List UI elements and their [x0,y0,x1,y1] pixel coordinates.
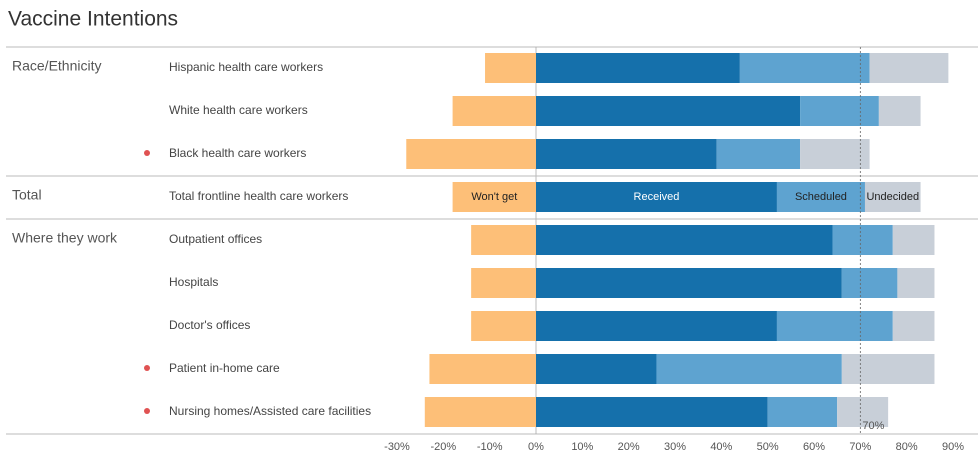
bar-segment [485,53,536,83]
bar-segment [452,96,536,126]
bar-segment [471,268,536,298]
x-tick-label: 20% [618,441,640,453]
bar-segment [716,139,801,169]
category-label: White health care workers [169,103,308,117]
x-tick-label: 60% [803,441,825,453]
bar-segment [776,182,865,212]
bar-segment [739,53,870,83]
bar-segment [897,268,935,298]
bar-segment [869,53,949,83]
highlight-dot [144,150,150,156]
bar-segment [800,96,879,126]
category-label: Hispanic health care workers [169,60,323,74]
bar-segment [424,397,536,427]
reference-label: 70% [862,420,884,432]
bar-segment [536,397,768,427]
bar-segment [892,311,935,341]
category-label: Total frontline health care workers [169,189,348,203]
bar-segment [536,96,801,126]
bar-segment [471,225,536,255]
x-tick-label: 0% [528,441,544,453]
segment-label: Received [634,191,680,203]
highlight-dot [144,408,150,414]
bar-segment [841,268,898,298]
category-label: Black health care workers [169,146,306,160]
bar-segment [536,354,657,384]
bar-segment [767,397,838,427]
x-tick-label: 70% [849,441,871,453]
segment-label: Undecided [866,191,919,203]
bar-segment [878,96,921,126]
bar-segment [832,225,893,255]
bar-segment [536,225,833,255]
bar-segment [536,139,717,169]
bar-segment [536,182,777,212]
x-tick-label: -10% [477,441,503,453]
x-tick-label: 30% [664,441,686,453]
bar-segment [841,354,935,384]
bar-segment [429,354,536,384]
x-tick-label: 50% [757,441,779,453]
group-label: Total [12,187,42,203]
bar-segment [536,53,740,83]
segment-label: Scheduled [795,191,847,203]
bar-segment [536,268,842,298]
category-label: Nursing homes/Assisted care facilities [169,404,371,418]
chart-title: Vaccine Intentions [8,8,178,31]
group-label: Where they work [12,230,118,246]
bar-segment [864,182,921,212]
bar-segment [776,311,893,341]
bar-segment [471,311,536,341]
bar-segment [837,397,889,427]
segment-label: Won't get [471,191,517,203]
bar-segment [452,182,536,212]
x-tick-label: 80% [896,441,918,453]
x-tick-label: 40% [710,441,732,453]
group-label: Race/Ethnicity [12,58,101,74]
bar-segment [892,225,935,255]
highlight-dot [144,365,150,371]
x-tick-label: -30% [384,441,410,453]
category-label: Doctor's offices [169,318,250,332]
category-label: Patient in-home care [169,361,280,375]
bar-segment [800,139,870,169]
x-tick-label: -20% [430,441,456,453]
bar-segment [536,311,777,341]
bar-segment [406,139,536,169]
bar-segment [656,354,842,384]
x-tick-label: 90% [942,441,964,453]
category-label: Hospitals [169,275,218,289]
category-label: Outpatient offices [169,232,262,246]
x-tick-label: 10% [571,441,593,453]
